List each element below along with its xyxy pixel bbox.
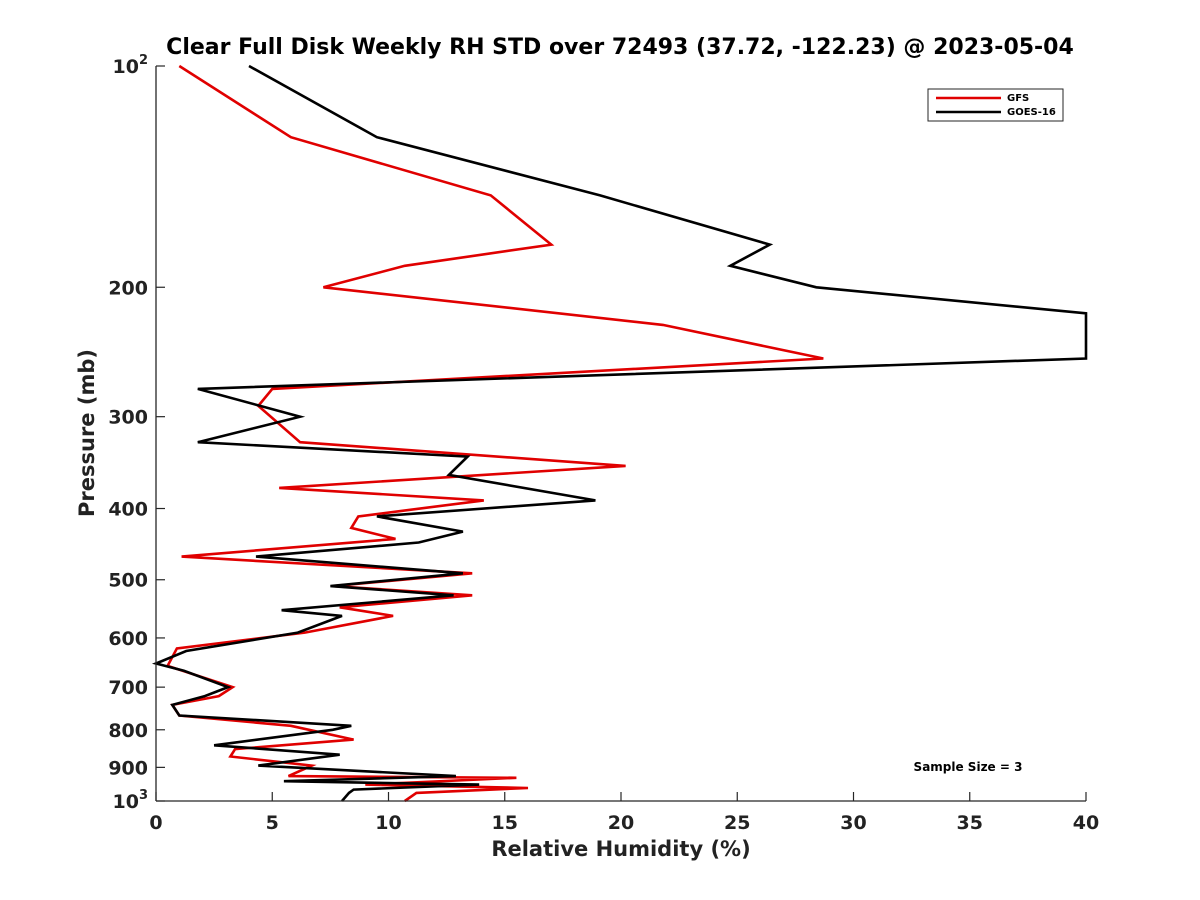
- legend-box: [927, 88, 1064, 122]
- y-tick-label: 102: [113, 53, 149, 78]
- y-tick-label: 800: [108, 720, 148, 742]
- ticks-layer: 0 5 10 15 20 25 30 35 40 102 200 300 400 500 600 700 800…: [108, 53, 1099, 834]
- x-tick-label: 15: [492, 812, 518, 834]
- y-tick-label: 600: [108, 628, 148, 650]
- series-layer: [151, 64, 1088, 803]
- y-tick-label: 300: [108, 407, 148, 429]
- x-tick-label: 5: [266, 812, 279, 834]
- y-axis-label: Pressure (mb): [75, 349, 99, 517]
- y-tick-label: 900: [108, 757, 148, 779]
- y-tick-label: 103: [113, 788, 149, 813]
- y-tick-label: 200: [108, 277, 148, 299]
- x-tick-label: 0: [149, 812, 162, 834]
- x-tick-label: 30: [840, 812, 866, 834]
- x-tick-label: 35: [957, 812, 983, 834]
- x-tick-label: 25: [724, 812, 750, 834]
- legend-label-goes16: GOES-16: [1007, 107, 1056, 118]
- y-tick-label: 700: [108, 677, 148, 699]
- x-tick-label: 20: [608, 812, 634, 834]
- chart-title: Clear Full Disk Weekly RH STD over 72493…: [166, 35, 1074, 60]
- sample-size-annotation: Sample Size = 3: [914, 760, 1023, 774]
- y-tick-label: 400: [108, 499, 148, 521]
- y-tick-label: 500: [108, 570, 148, 592]
- x-tick-label: 10: [375, 812, 401, 834]
- legend-label-gfs: GFS: [1007, 93, 1029, 104]
- series-line-gfs: [165, 64, 824, 803]
- x-tick-label: 40: [1073, 812, 1099, 834]
- series-line-goes16: [151, 64, 1088, 802]
- x-axis-label: Relative Humidity (%): [491, 837, 750, 861]
- legend: GFS GOES-16: [927, 88, 1064, 122]
